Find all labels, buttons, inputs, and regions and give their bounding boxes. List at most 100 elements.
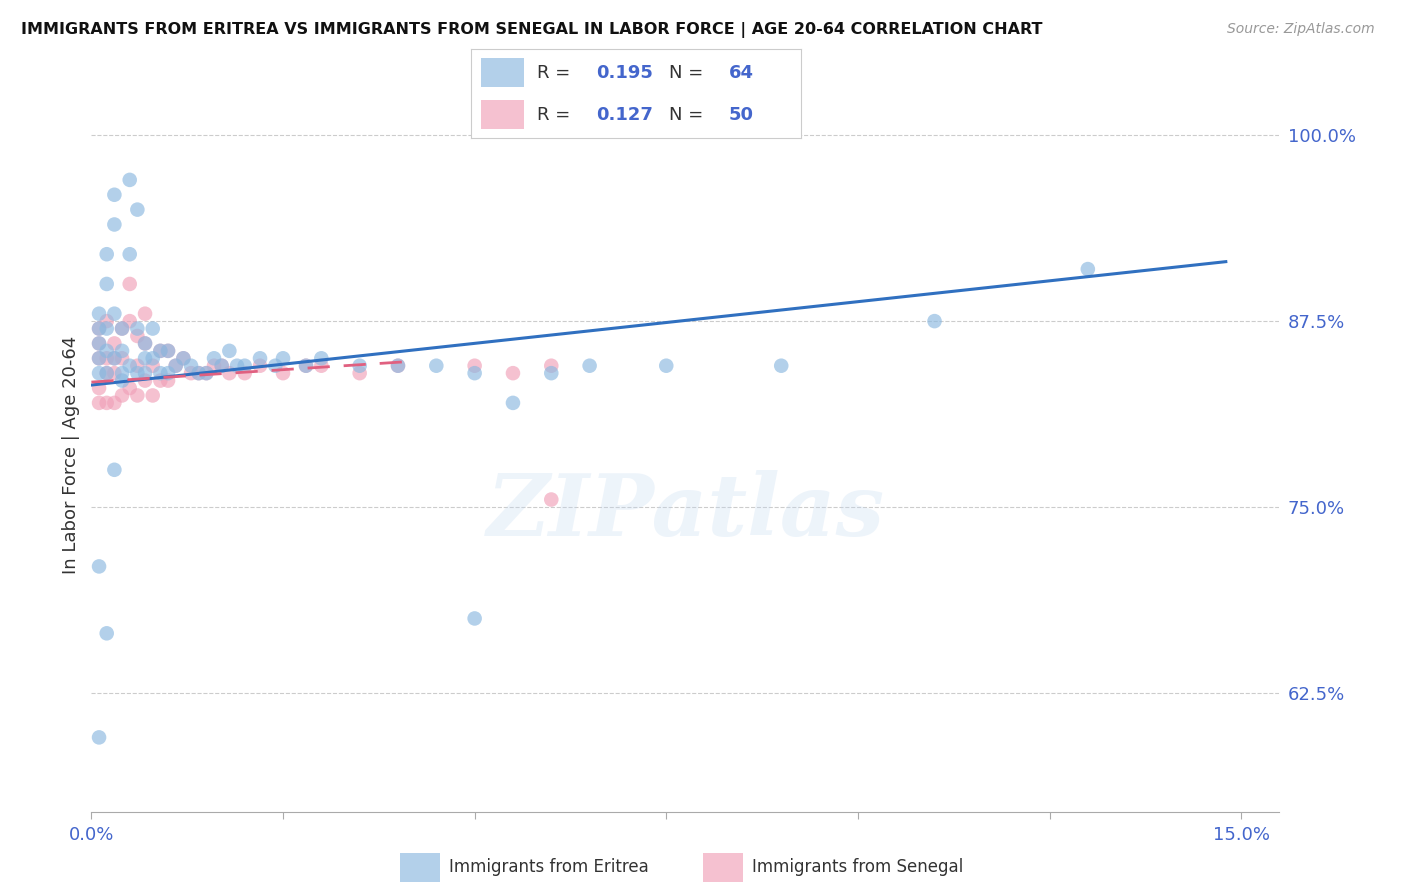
Point [127, 366, 149, 380]
Point [111, 321, 134, 335]
Point [127, 359, 149, 373]
Point [142, 351, 165, 366]
Text: R =: R = [537, 105, 576, 124]
Point [96, 343, 118, 358]
Point [187, 366, 209, 380]
Point [226, 359, 249, 373]
Point [142, 388, 165, 402]
Text: N =: N = [669, 105, 709, 124]
Point [134, 307, 156, 321]
Point [218, 343, 240, 358]
Bar [481, 100, 524, 129]
Point [134, 366, 156, 380]
Point [540, 366, 562, 380]
Text: ZIPatlas: ZIPatlas [486, 470, 884, 554]
Point [271, 366, 294, 380]
Point [165, 359, 187, 373]
Point [87, 321, 110, 335]
Point [540, 359, 562, 373]
Point [118, 381, 141, 395]
Point [770, 359, 793, 373]
Point [103, 336, 125, 351]
Point [134, 374, 156, 388]
Text: 0.195: 0.195 [596, 63, 654, 82]
Point [87, 731, 110, 745]
Bar [703, 854, 744, 881]
Point [264, 359, 287, 373]
Point [311, 351, 333, 366]
Point [172, 351, 194, 366]
Point [149, 343, 172, 358]
Point [1077, 262, 1099, 277]
Point [134, 336, 156, 351]
Point [103, 351, 125, 366]
Point [464, 611, 486, 625]
Point [118, 277, 141, 291]
Point [87, 336, 110, 351]
Point [233, 359, 256, 373]
Point [118, 314, 141, 328]
Point [111, 366, 134, 380]
Point [655, 359, 678, 373]
Text: R =: R = [537, 63, 576, 82]
Text: 0.127: 0.127 [596, 105, 654, 124]
Point [96, 314, 118, 328]
Point [295, 359, 318, 373]
Point [157, 366, 180, 380]
Point [540, 492, 562, 507]
Text: Source: ZipAtlas.com: Source: ZipAtlas.com [1227, 22, 1375, 37]
Text: 64: 64 [728, 63, 754, 82]
Bar [399, 854, 440, 881]
Point [127, 388, 149, 402]
Point [464, 366, 486, 380]
Point [464, 359, 486, 373]
Point [142, 321, 165, 335]
Point [578, 359, 600, 373]
Point [387, 359, 409, 373]
Point [295, 359, 318, 373]
Point [311, 359, 333, 373]
Point [249, 351, 271, 366]
Point [111, 374, 134, 388]
Point [127, 321, 149, 335]
Point [180, 359, 202, 373]
Point [211, 359, 233, 373]
Point [87, 396, 110, 410]
Point [103, 218, 125, 232]
Text: Immigrants from Eritrea: Immigrants from Eritrea [450, 858, 650, 877]
Point [96, 626, 118, 640]
Point [118, 247, 141, 261]
Point [157, 343, 180, 358]
Text: 50: 50 [728, 105, 754, 124]
Text: N =: N = [669, 63, 709, 82]
Point [96, 321, 118, 335]
Point [502, 396, 524, 410]
Point [96, 277, 118, 291]
Point [96, 247, 118, 261]
Point [87, 559, 110, 574]
Point [149, 366, 172, 380]
Point [502, 366, 524, 380]
Point [96, 366, 118, 380]
Point [425, 359, 447, 373]
Point [157, 374, 180, 388]
Point [233, 366, 256, 380]
Point [118, 359, 141, 373]
Point [211, 359, 233, 373]
Point [96, 396, 118, 410]
Point [96, 366, 118, 380]
Point [103, 396, 125, 410]
Y-axis label: In Labor Force | Age 20-64: In Labor Force | Age 20-64 [62, 335, 80, 574]
Text: Immigrants from Senegal: Immigrants from Senegal [752, 858, 963, 877]
Point [202, 359, 225, 373]
Point [180, 366, 202, 380]
Point [271, 351, 294, 366]
Point [134, 351, 156, 366]
Point [157, 343, 180, 358]
Point [127, 202, 149, 217]
Point [103, 463, 125, 477]
Point [349, 359, 371, 373]
Point [111, 351, 134, 366]
Point [149, 343, 172, 358]
Point [103, 366, 125, 380]
